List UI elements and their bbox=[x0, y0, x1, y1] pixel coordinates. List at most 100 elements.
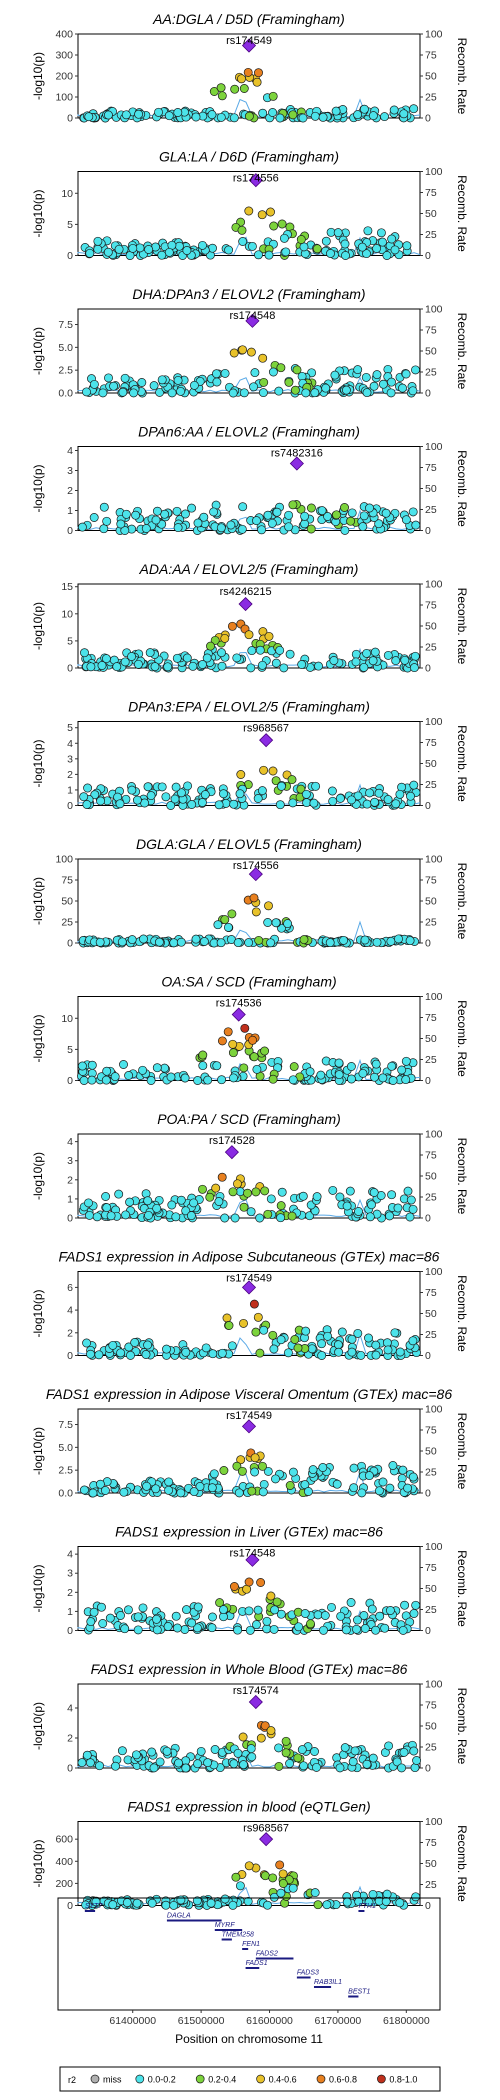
recomb-axis-label: Recomb. Rate bbox=[455, 175, 469, 252]
recomb-tick-label: 25 bbox=[425, 1192, 437, 1204]
y-tick-label: 5.0 bbox=[58, 342, 73, 354]
recomb-axis-label: Recomb. Rate bbox=[455, 588, 469, 665]
snp-point bbox=[102, 1203, 112, 1213]
snp-point bbox=[99, 502, 109, 512]
snp-point bbox=[220, 633, 230, 643]
snp-point bbox=[401, 369, 411, 379]
y-tick-label: 600 bbox=[55, 1834, 73, 1846]
legend-title: r2 bbox=[68, 2075, 76, 2085]
y-axis-label: -log10(p) bbox=[31, 739, 45, 787]
y-tick-label: 4 bbox=[67, 1549, 73, 1561]
snp-point bbox=[230, 1213, 240, 1223]
snp-point bbox=[181, 1347, 191, 1357]
legend-swatch bbox=[135, 2074, 145, 2084]
y-tick-label: 0.0 bbox=[58, 1488, 73, 1500]
snp-point bbox=[152, 1203, 162, 1213]
snp-point bbox=[229, 1073, 238, 1083]
snp-point bbox=[94, 1350, 104, 1360]
snp-point bbox=[340, 525, 350, 535]
snp-point bbox=[289, 1062, 299, 1072]
snp-point bbox=[293, 1753, 303, 1763]
snp-point bbox=[358, 1068, 368, 1078]
snp-point bbox=[111, 1761, 120, 1771]
snp-point bbox=[398, 383, 407, 393]
snp-point bbox=[198, 240, 207, 250]
panel-10: FADS1 expression in Adipose Subcutaneous… bbox=[31, 1249, 469, 1363]
recomb-tick-label: 0 bbox=[425, 113, 431, 125]
lead-snp-label: rs174549 bbox=[226, 1410, 272, 1422]
recomb-tick-label: 25 bbox=[425, 229, 437, 241]
snp-point bbox=[370, 797, 380, 807]
snp-point bbox=[260, 1721, 270, 1731]
y-tick-label: 400 bbox=[55, 1856, 73, 1868]
snp-point bbox=[167, 1200, 177, 1210]
snp-point bbox=[217, 648, 226, 658]
snp-point bbox=[332, 510, 341, 520]
y-tick-label: 75 bbox=[61, 875, 73, 887]
recomb-tick-label: 0 bbox=[425, 525, 431, 537]
lead-snp-label: rs174548 bbox=[229, 310, 275, 322]
snp-point bbox=[133, 1625, 143, 1635]
snp-point bbox=[266, 1726, 276, 1736]
snp-point bbox=[203, 1075, 213, 1085]
snp-point bbox=[223, 922, 233, 932]
y-axis-label: -log10(p) bbox=[31, 1839, 45, 1887]
snp-point bbox=[401, 1075, 411, 1085]
snp-point bbox=[259, 377, 269, 387]
snp-point bbox=[380, 1623, 390, 1633]
snp-point bbox=[387, 234, 397, 244]
snp-point bbox=[320, 1611, 330, 1620]
snp-point bbox=[391, 799, 401, 809]
snp-point bbox=[372, 244, 382, 253]
legend-label: miss bbox=[103, 2075, 122, 2085]
snp-point bbox=[302, 798, 312, 808]
snp-point bbox=[210, 635, 220, 645]
snp-point bbox=[217, 1036, 227, 1046]
snp-point bbox=[308, 1465, 318, 1475]
snp-point bbox=[172, 506, 182, 516]
snp-point bbox=[127, 652, 137, 661]
recomb-tick-label: 50 bbox=[425, 346, 437, 358]
snp-point bbox=[115, 799, 125, 809]
snp-point bbox=[346, 1598, 356, 1607]
snp-point bbox=[199, 937, 209, 946]
snp-point bbox=[219, 1605, 228, 1615]
snp-point bbox=[180, 1073, 190, 1083]
lead-snp-label: rs4246215 bbox=[220, 586, 272, 598]
snp-point bbox=[362, 249, 371, 259]
snp-point bbox=[290, 385, 300, 395]
snp-point bbox=[249, 382, 259, 392]
snp-point bbox=[108, 1900, 118, 1910]
snp-point bbox=[239, 388, 249, 398]
recomb-tick-label: 50 bbox=[425, 483, 437, 495]
y-tick-label: 1 bbox=[67, 505, 73, 517]
snp-point bbox=[133, 659, 143, 669]
snp-point bbox=[386, 936, 396, 946]
recomb-tick-label: 25 bbox=[425, 1467, 437, 1479]
snp-point bbox=[401, 515, 411, 525]
snp-point bbox=[223, 1027, 233, 1037]
snp-point bbox=[166, 801, 176, 810]
snp-point bbox=[350, 1746, 360, 1756]
snp-point bbox=[248, 1035, 258, 1045]
y-tick-label: 50 bbox=[61, 896, 73, 908]
snp-point bbox=[318, 112, 328, 122]
y-axis-label: -log10(p) bbox=[31, 877, 45, 925]
lead-snp-label: rs174536 bbox=[216, 998, 262, 1010]
snp-point bbox=[171, 1611, 181, 1621]
snp-point bbox=[122, 1898, 132, 1908]
snp-point bbox=[119, 1487, 129, 1497]
snp-point bbox=[192, 1623, 202, 1633]
snp-point bbox=[116, 519, 126, 529]
snp-point bbox=[365, 503, 374, 513]
lead-snp-diamond bbox=[241, 38, 257, 53]
snp-point bbox=[124, 1342, 134, 1352]
snp-point bbox=[325, 938, 335, 948]
y-tick-label: 3 bbox=[67, 1568, 73, 1580]
snp-point bbox=[380, 112, 389, 122]
lead-snp-label: rs174549 bbox=[226, 35, 272, 47]
snp-point bbox=[92, 1212, 102, 1222]
snp-point bbox=[93, 244, 103, 254]
snp-point bbox=[109, 381, 119, 391]
snp-point bbox=[239, 1760, 248, 1770]
